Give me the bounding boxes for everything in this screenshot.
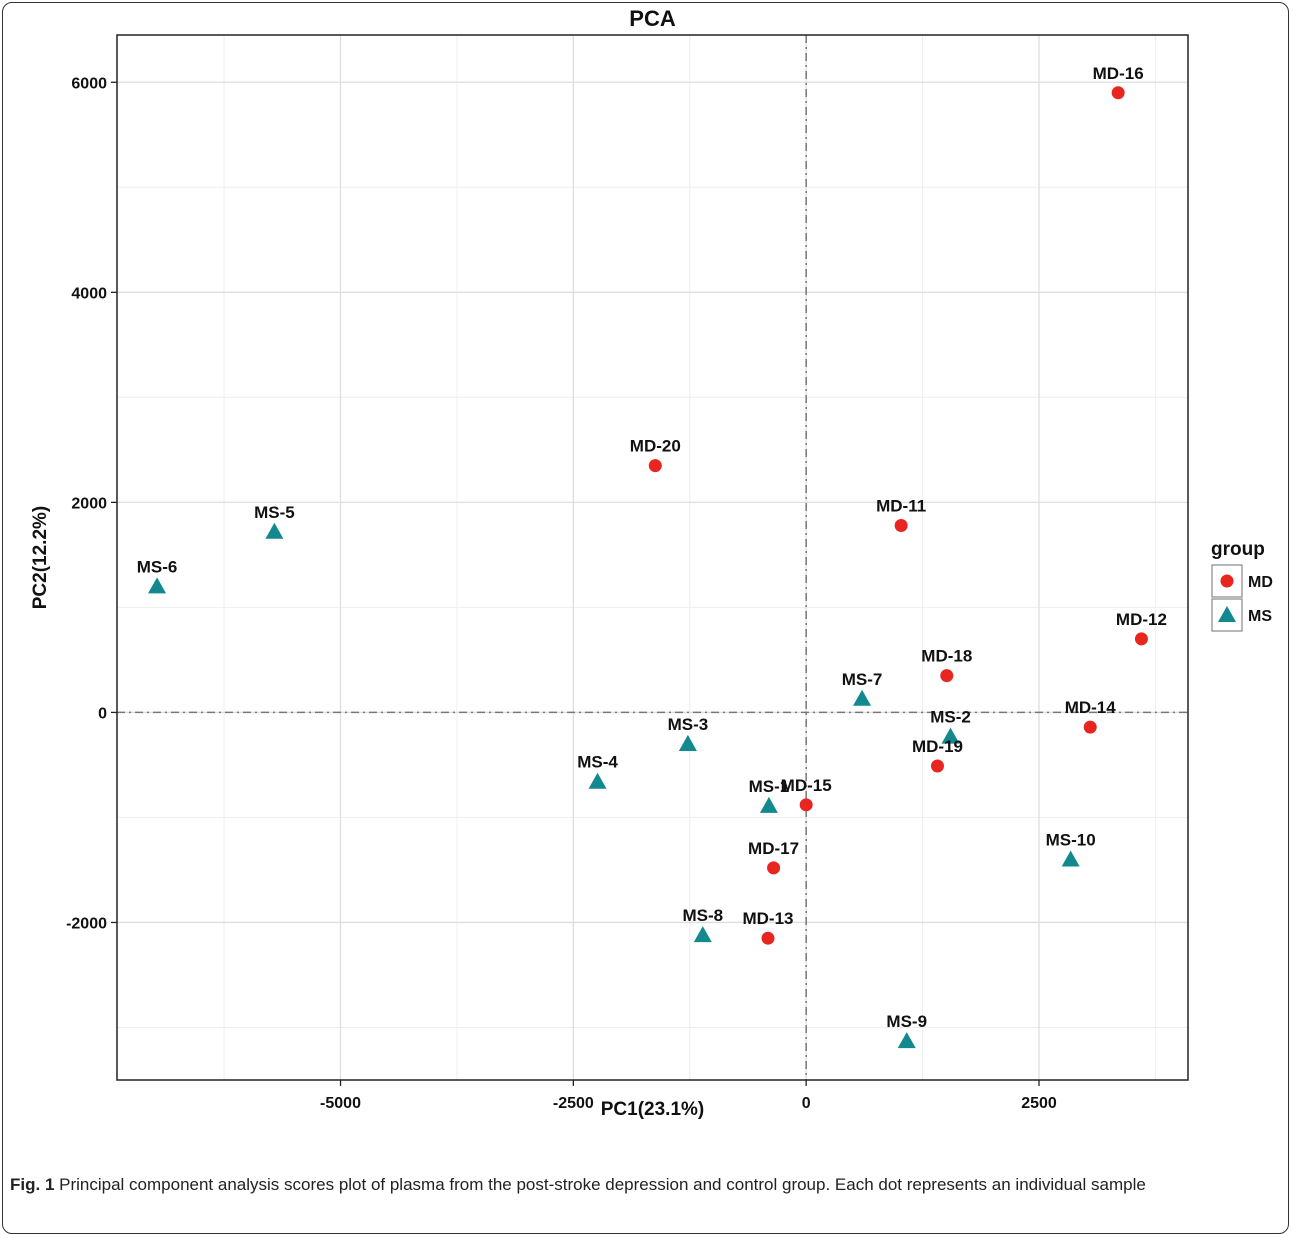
ms-point — [265, 522, 284, 539]
ms-point — [759, 796, 778, 813]
point-label: MD-17 — [748, 839, 799, 858]
md-point — [761, 931, 775, 945]
ms-point — [1061, 850, 1080, 867]
point-label: MS-3 — [668, 715, 709, 734]
y-axis-title: PC2(12.2%) — [30, 506, 51, 610]
point-label: MS-2 — [930, 708, 971, 727]
point-label: MD-13 — [742, 909, 793, 928]
point-label: MD-15 — [781, 776, 832, 795]
legend-title: group — [1211, 539, 1265, 560]
md-point — [930, 759, 944, 773]
point-label: MS-10 — [1046, 830, 1096, 849]
legend-label-md: MD — [1248, 574, 1273, 591]
x-tick-label: 0 — [802, 1095, 811, 1112]
ms-point — [693, 926, 712, 943]
y-tick-label: 2000 — [71, 495, 107, 512]
point-labels: MD-16 MD-20 MD-11 MD-12 MD-18 MD-14 MD-19 MD-15… — [137, 64, 1167, 1031]
legend-marker-ms — [1218, 606, 1236, 623]
y-tick-label: 0 — [98, 705, 107, 722]
ms-point — [941, 727, 960, 744]
ms-point — [897, 1032, 916, 1049]
point-label: MD-18 — [921, 647, 972, 666]
point-label: MD-14 — [1065, 698, 1117, 717]
ms-point — [853, 689, 872, 706]
caption-label: Fig. 1 — [10, 1175, 55, 1194]
x-tick-label: -5000 — [320, 1095, 361, 1112]
data-points — [148, 86, 1148, 1049]
legend-marker-md — [1220, 574, 1234, 588]
point-label: MD-11 — [876, 496, 926, 515]
md-point — [799, 798, 813, 812]
md-point — [940, 669, 954, 683]
y-tick-label: 4000 — [71, 285, 107, 302]
grid-lines — [117, 35, 1188, 1080]
ms-point — [148, 577, 167, 594]
point-label: MS-8 — [682, 906, 723, 925]
point-label: MD-20 — [630, 437, 681, 456]
chart-title: PCA — [629, 6, 676, 31]
md-point — [894, 518, 908, 532]
md-point — [767, 861, 781, 875]
x-tick-label: 2500 — [1021, 1095, 1057, 1112]
md-point — [1111, 86, 1125, 100]
x-axis-title: PC1(23.1%) — [601, 1099, 705, 1120]
md-point — [1134, 632, 1148, 646]
y-tick-label: -2000 — [66, 915, 107, 932]
point-label: MD-19 — [912, 737, 963, 756]
point-label: MS-6 — [137, 557, 178, 576]
plot-area — [117, 35, 1188, 1080]
md-point — [648, 459, 662, 473]
point-label: MS-7 — [842, 670, 883, 689]
x-tick-label: -2500 — [553, 1095, 594, 1112]
ms-point — [678, 734, 697, 751]
pca-scatter-chart: MD-16 MD-20 MD-11 MD-12 MD-18 MD-14 MD-19 MD-15… — [30, 6, 1273, 1120]
legend: group MD MS — [1211, 539, 1273, 632]
reference-lines — [117, 35, 1188, 1080]
plot-border — [116, 34, 1189, 1081]
axis-ticks: -5000 -2500 0 2500 -2000 0 2000 4000 6000 — [66, 75, 1057, 1112]
y-tick-label: 6000 — [71, 75, 107, 92]
point-label: MS-9 — [886, 1012, 927, 1031]
legend-label-ms: MS — [1248, 608, 1272, 625]
point-label: MD-12 — [1116, 610, 1167, 629]
point-label: MS-1 — [749, 777, 790, 796]
md-point — [1083, 720, 1097, 734]
ms-point — [588, 772, 607, 789]
point-label: MS-5 — [254, 503, 295, 522]
point-label: MS-4 — [577, 753, 618, 772]
point-label: MD-16 — [1093, 64, 1144, 83]
figure-caption: Fig. 1 Principal component analysis scor… — [10, 1173, 1275, 1196]
caption-text: Principal component analysis scores plot… — [54, 1175, 1146, 1194]
